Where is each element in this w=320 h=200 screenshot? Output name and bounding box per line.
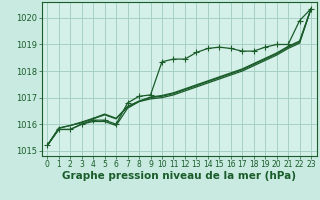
- X-axis label: Graphe pression niveau de la mer (hPa): Graphe pression niveau de la mer (hPa): [62, 171, 296, 181]
